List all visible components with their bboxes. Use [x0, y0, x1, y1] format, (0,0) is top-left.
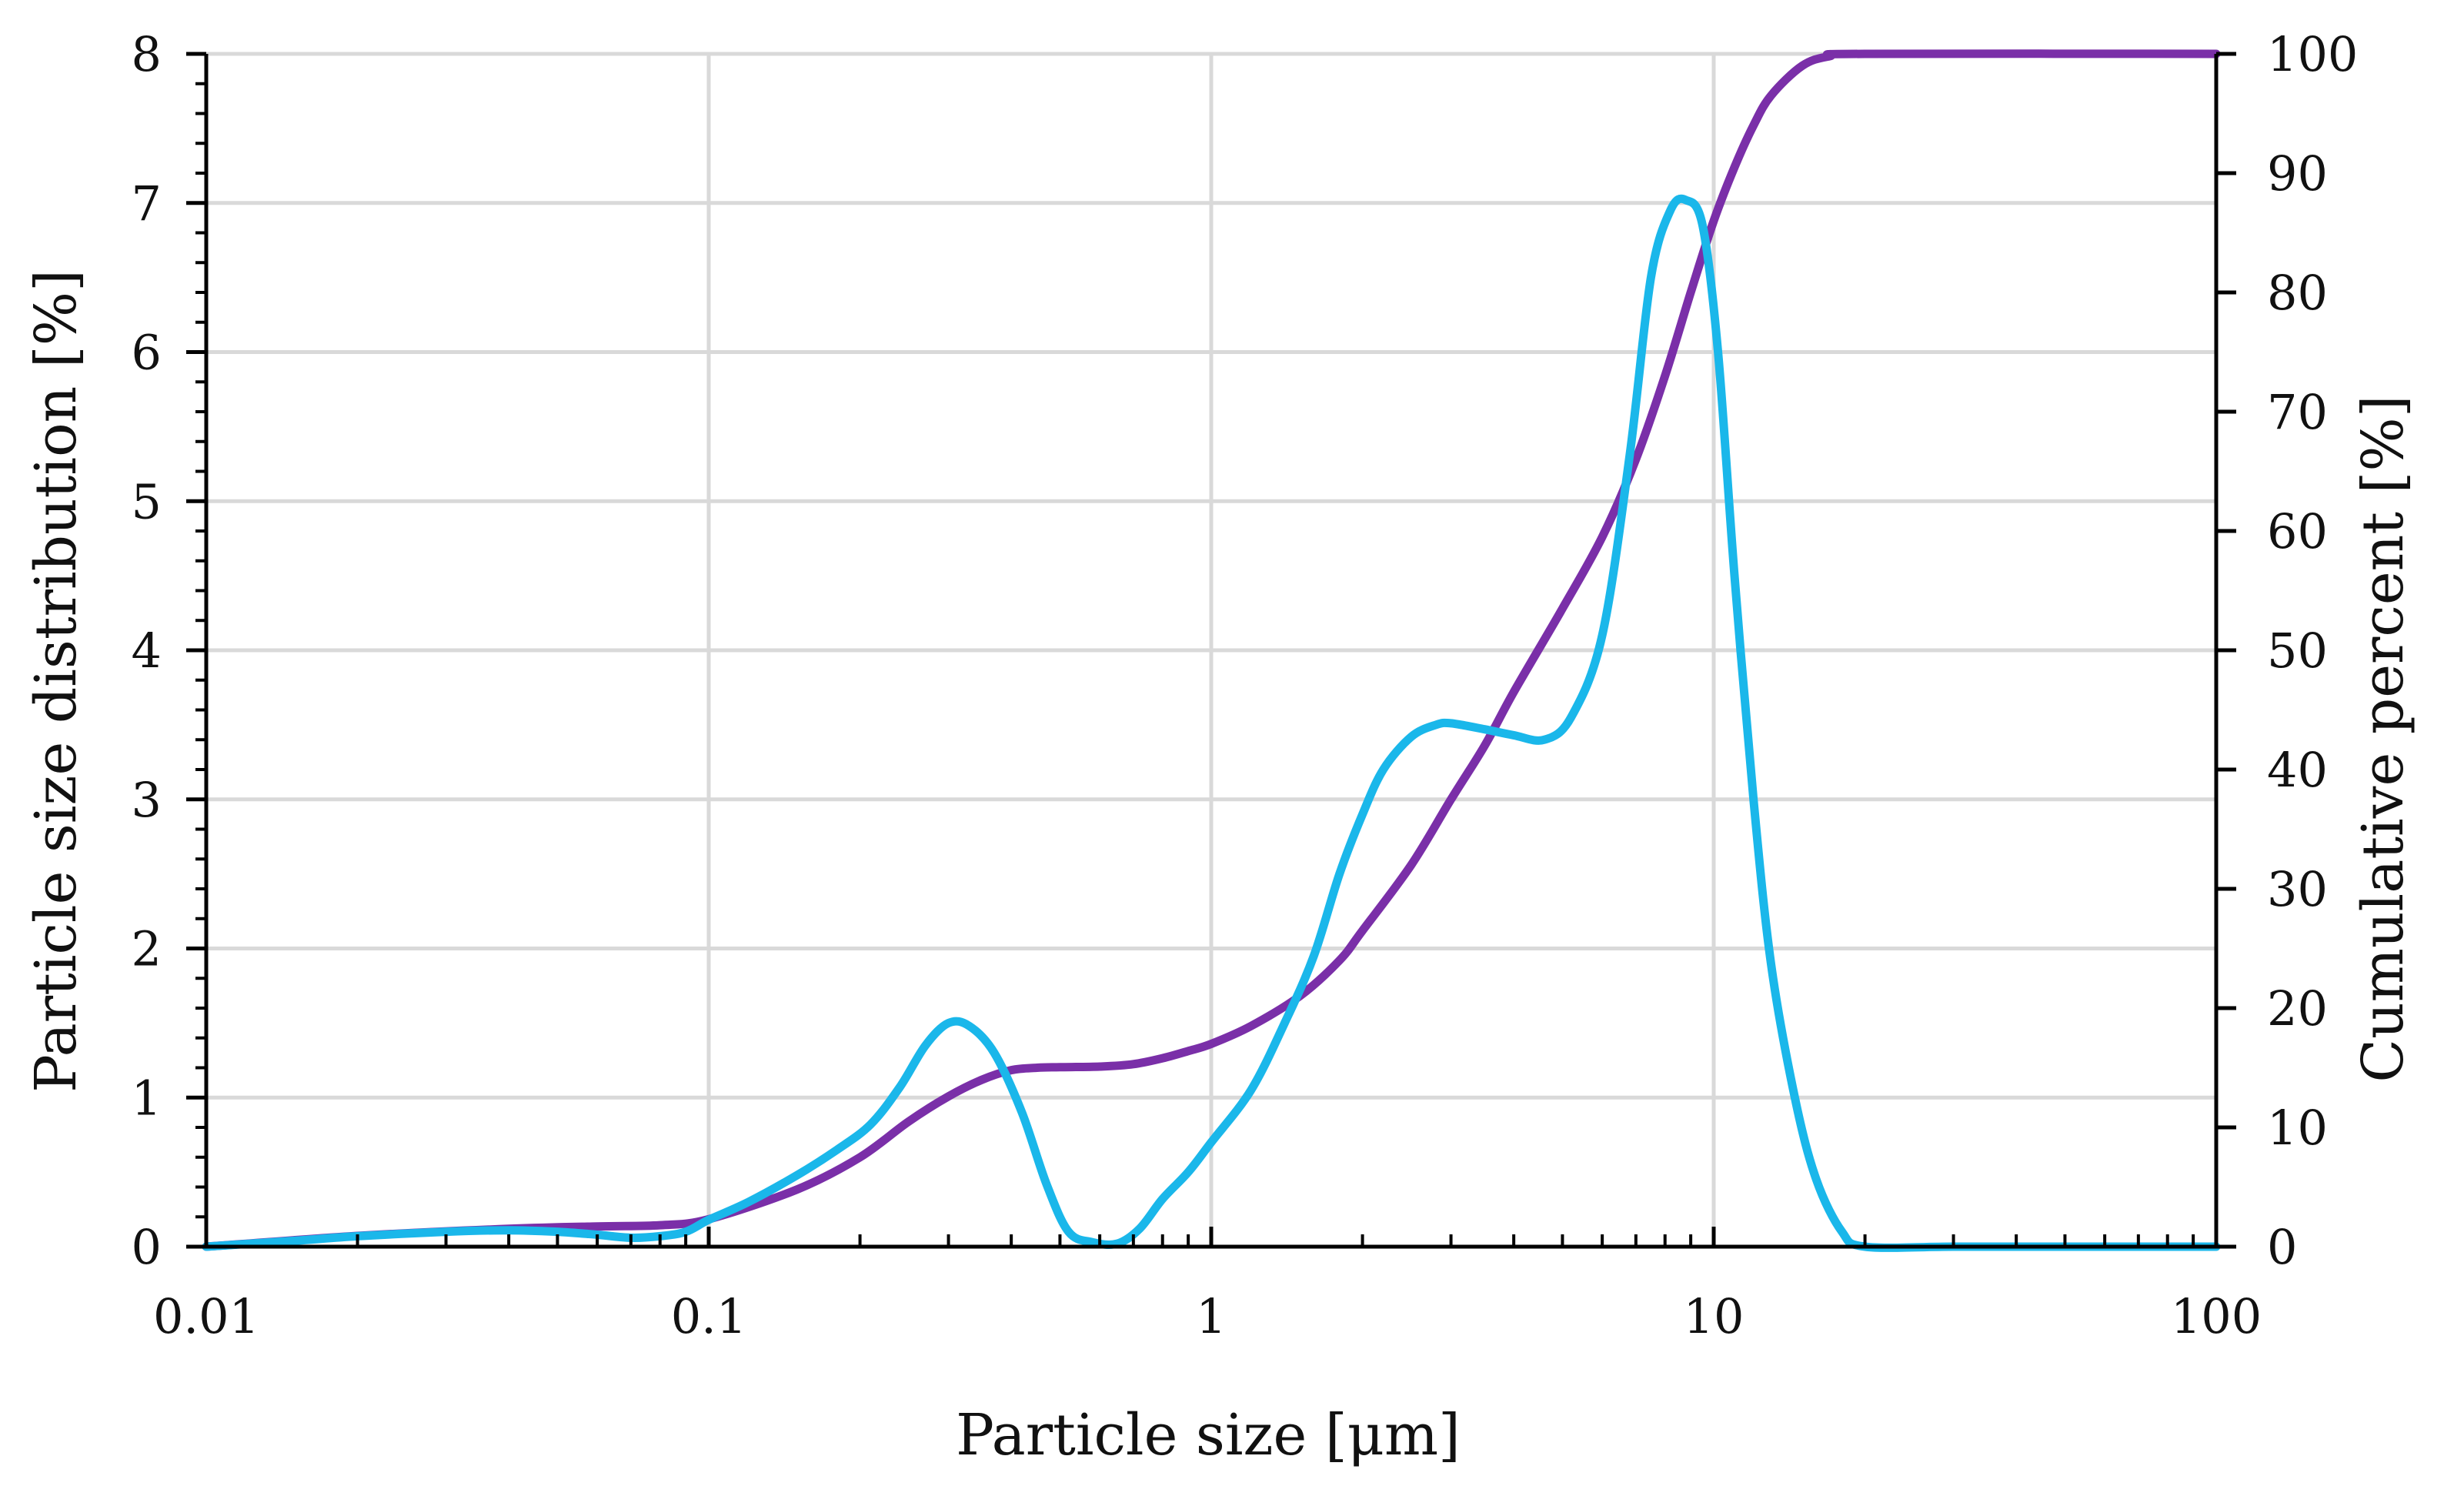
y-left-tick-label: 8: [132, 26, 162, 82]
grid: [206, 52, 2216, 1247]
y-left-tick-label: 7: [132, 175, 162, 232]
y-right-tick-label: 40: [2267, 742, 2328, 798]
axes: [186, 52, 2236, 1249]
particle-size-distribution-line: [202, 194, 2221, 1252]
y-right-tick-label: 100: [2267, 26, 2358, 82]
y-left-tick-label: 5: [132, 473, 162, 529]
cumulative-percent-line: [202, 49, 2221, 1251]
y-right-tick-label: 50: [2267, 623, 2328, 679]
x-tick-label: 1: [1196, 1288, 1226, 1344]
y-left-tick-label: 0: [132, 1219, 162, 1275]
x-axis-title: Particle size [μm]: [956, 1402, 1461, 1468]
y-right-tick-label: 0: [2267, 1219, 2297, 1275]
y-right-tick-label: 10: [2267, 1100, 2328, 1156]
y-right-tick-label: 80: [2267, 265, 2328, 321]
y-left-tick-label: 6: [132, 325, 162, 381]
y-right-tick-label: 60: [2267, 503, 2328, 559]
y-right-tick-label: 20: [2267, 980, 2328, 1037]
x-tick-label: 0.1: [671, 1288, 747, 1344]
y-left-tick-label: 4: [132, 623, 162, 679]
series-layer: [202, 49, 2221, 1252]
y-left-tick-label: 3: [132, 772, 162, 828]
y-right-tick-label: 90: [2267, 145, 2328, 202]
y-left-tick-label: 2: [132, 921, 162, 977]
y-right-tick-label: 70: [2267, 384, 2328, 440]
y-right-tick-label: 30: [2267, 861, 2328, 917]
x-tick-label: 100: [2171, 1288, 2262, 1344]
x-tick-label: 0.01: [153, 1288, 259, 1344]
y-axis-left-title: Particle size distribution [%]: [23, 269, 89, 1093]
y-left-tick-label: 1: [132, 1070, 162, 1126]
x-tick-label: 10: [1684, 1288, 1744, 1344]
y-axis-right-title: Cumulative percent [%]: [2350, 395, 2416, 1082]
